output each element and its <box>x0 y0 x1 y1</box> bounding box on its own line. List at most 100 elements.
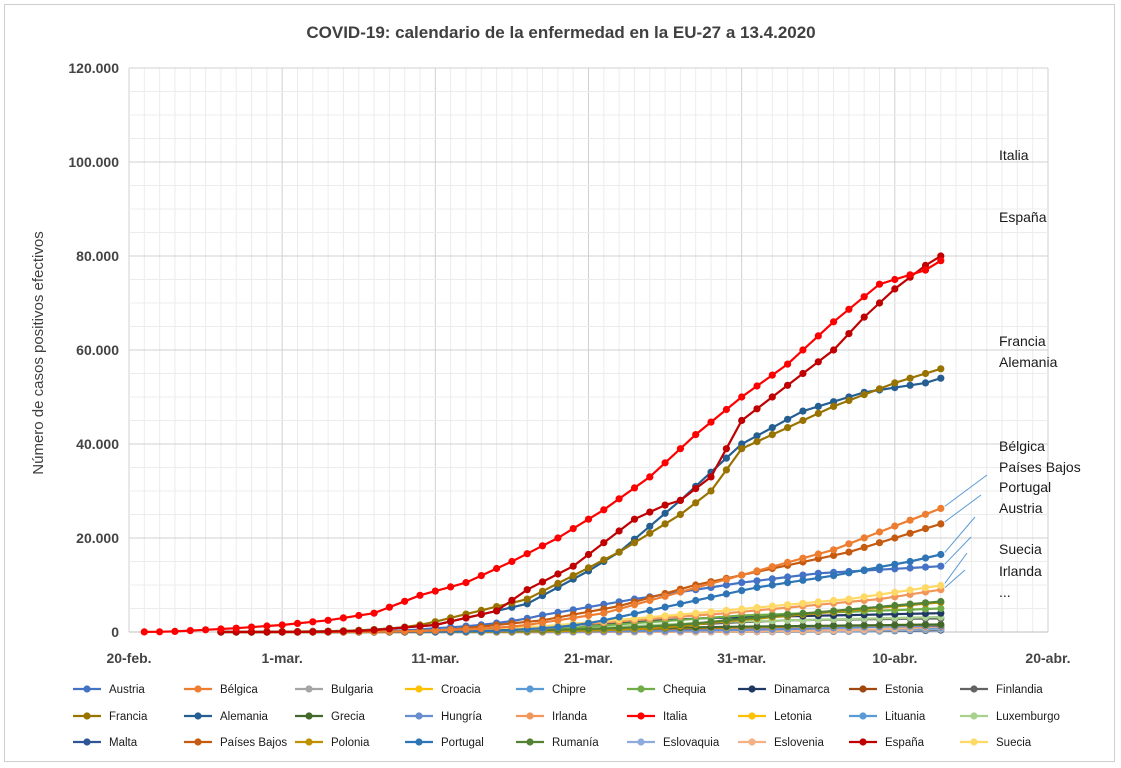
x-tick-label: 21-mar. <box>564 650 613 666</box>
legend: Austria Bélgica Bulgaria Croacia Chipre Chequ… <box>73 684 1060 749</box>
y-tick-label: 60.000 <box>76 342 119 358</box>
data-point <box>921 525 930 533</box>
data-point <box>692 596 700 605</box>
data-point <box>156 628 164 636</box>
legend-item: Portugal <box>405 737 484 749</box>
data-point <box>554 608 562 617</box>
data-point <box>447 617 455 626</box>
data-point <box>784 611 792 619</box>
legend-swatch-marker <box>970 712 978 720</box>
data-point <box>263 628 271 636</box>
data-point <box>339 627 347 635</box>
annotation-leader-line <box>944 536 972 565</box>
legend-label: España <box>885 737 925 749</box>
data-point <box>845 621 853 630</box>
legend-label: Croacia <box>441 684 481 696</box>
data-point <box>569 572 577 580</box>
data-point <box>814 622 822 630</box>
data-point <box>921 510 930 518</box>
data-point <box>646 529 654 537</box>
legend-label: Letonia <box>774 711 812 723</box>
data-point <box>661 501 669 509</box>
legend-label: Rumanía <box>552 737 599 749</box>
data-point <box>845 330 853 338</box>
chart-frame: COVID-19: calendario de la enfermedad en… <box>4 4 1115 762</box>
data-point <box>875 539 884 547</box>
data-point <box>554 616 562 624</box>
legend-item: Irlanda <box>516 711 588 723</box>
legend-label: Francia <box>109 711 148 723</box>
data-point <box>845 605 853 614</box>
data-point <box>799 599 807 607</box>
data-point <box>768 563 776 571</box>
data-point <box>830 402 838 410</box>
legend-swatch-marker <box>748 712 756 720</box>
series-annotation: España <box>999 209 1047 225</box>
data-point <box>753 438 761 446</box>
data-point <box>232 624 240 632</box>
legend-swatch-marker <box>859 738 867 746</box>
data-point <box>692 609 700 617</box>
legend-item: Bélgica <box>184 684 258 696</box>
data-point <box>630 484 639 492</box>
data-point <box>646 613 654 621</box>
data-point <box>768 602 776 610</box>
data-point <box>278 621 286 629</box>
data-point <box>569 562 577 570</box>
data-point <box>937 504 945 512</box>
legend-swatch-marker <box>970 685 978 693</box>
data-point <box>753 577 761 585</box>
data-point <box>630 539 639 547</box>
data-point <box>875 385 884 393</box>
data-point <box>707 487 715 495</box>
data-point <box>738 587 746 595</box>
legend-label: Alemania <box>220 711 269 723</box>
data-point <box>875 280 884 288</box>
data-point <box>814 574 822 582</box>
data-point <box>799 369 807 378</box>
data-point <box>814 550 822 558</box>
data-point <box>875 563 884 571</box>
legend-item: Países Bajos <box>184 737 287 749</box>
data-point <box>875 299 884 307</box>
legend-item: Lituania <box>849 711 926 723</box>
legend-label: Italia <box>663 711 688 723</box>
data-point <box>447 626 455 634</box>
data-point <box>753 604 761 612</box>
data-point <box>738 615 746 623</box>
annotation-leader-line <box>944 474 988 507</box>
legend-item: Eslovenia <box>738 737 824 749</box>
series-annotation: Portugal <box>999 479 1051 495</box>
data-point <box>584 611 593 620</box>
legend-swatch-marker <box>305 738 313 746</box>
legend-item: Polonia <box>295 737 370 749</box>
series-annotation: Países Bajos <box>999 459 1081 475</box>
data-point <box>370 626 378 634</box>
legend-item: Dinamarca <box>738 684 830 696</box>
data-point <box>676 496 685 504</box>
legend-label: Chipre <box>552 684 586 696</box>
data-point <box>416 622 424 630</box>
data-point <box>799 407 807 415</box>
data-point <box>569 525 577 533</box>
data-point <box>646 473 654 481</box>
data-point <box>462 614 470 622</box>
data-point <box>554 534 562 542</box>
data-point <box>799 346 807 354</box>
legend-swatch-marker <box>415 738 423 746</box>
data-point <box>753 614 761 622</box>
y-tick-label: 20.000 <box>76 530 119 546</box>
data-point <box>722 590 731 598</box>
data-point <box>937 597 945 606</box>
data-point <box>600 556 608 564</box>
data-point <box>814 402 822 410</box>
data-point <box>523 586 531 594</box>
data-point <box>784 573 792 581</box>
data-point <box>799 622 807 630</box>
data-point <box>707 473 715 481</box>
data-point <box>937 620 945 629</box>
data-point <box>615 527 623 535</box>
data-point <box>324 616 332 624</box>
data-point <box>600 609 608 617</box>
data-point <box>661 509 669 517</box>
